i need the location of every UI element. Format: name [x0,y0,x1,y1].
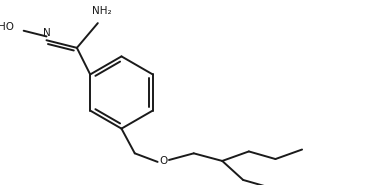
Text: NH₂: NH₂ [92,6,111,16]
Text: O: O [159,156,168,166]
Text: N: N [43,28,51,38]
Text: HO: HO [0,22,14,32]
